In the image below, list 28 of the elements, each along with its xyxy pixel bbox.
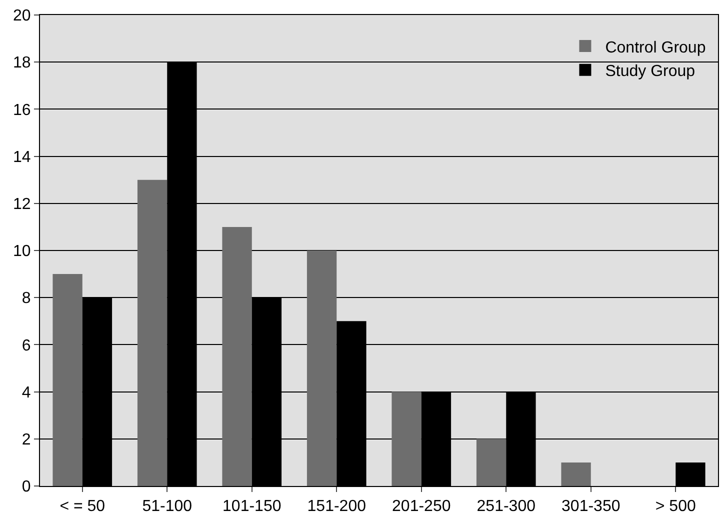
x-tick-label: 151-200 [307,498,366,516]
y-tick-label: 20 [13,8,31,25]
y-tick-label: 10 [13,243,31,260]
y-tick-label: 14 [13,148,31,166]
bar [476,438,506,486]
x-tick-label: 251-300 [476,498,536,516]
y-tick-label: 12 [13,196,31,213]
x-tick-label: > 500 [655,498,696,516]
y-tick-label: 0 [22,478,31,496]
x-tick-label: 201-250 [392,498,451,516]
bar [306,250,337,486]
x-tick-label: 101-150 [222,498,282,516]
bar [52,274,82,486]
x-tick-label: < = 50 [60,498,106,516]
y-tick-label: 6 [22,337,31,354]
legend-label: Study Group [605,63,696,80]
bar [222,226,252,486]
bar [561,462,591,486]
bar [392,392,422,486]
x-tick-label: 301-350 [562,498,620,516]
y-tick-label: 4 [22,384,31,402]
x-tick-label: 51-100 [142,498,192,516]
bar [137,180,168,486]
y-tick-label: 8 [22,290,31,308]
y-tick-label: 18 [13,54,31,72]
y-tick-label: 16 [13,102,31,119]
y-tick-label: 2 [22,432,31,448]
legend-label: Control Group [605,39,706,56]
